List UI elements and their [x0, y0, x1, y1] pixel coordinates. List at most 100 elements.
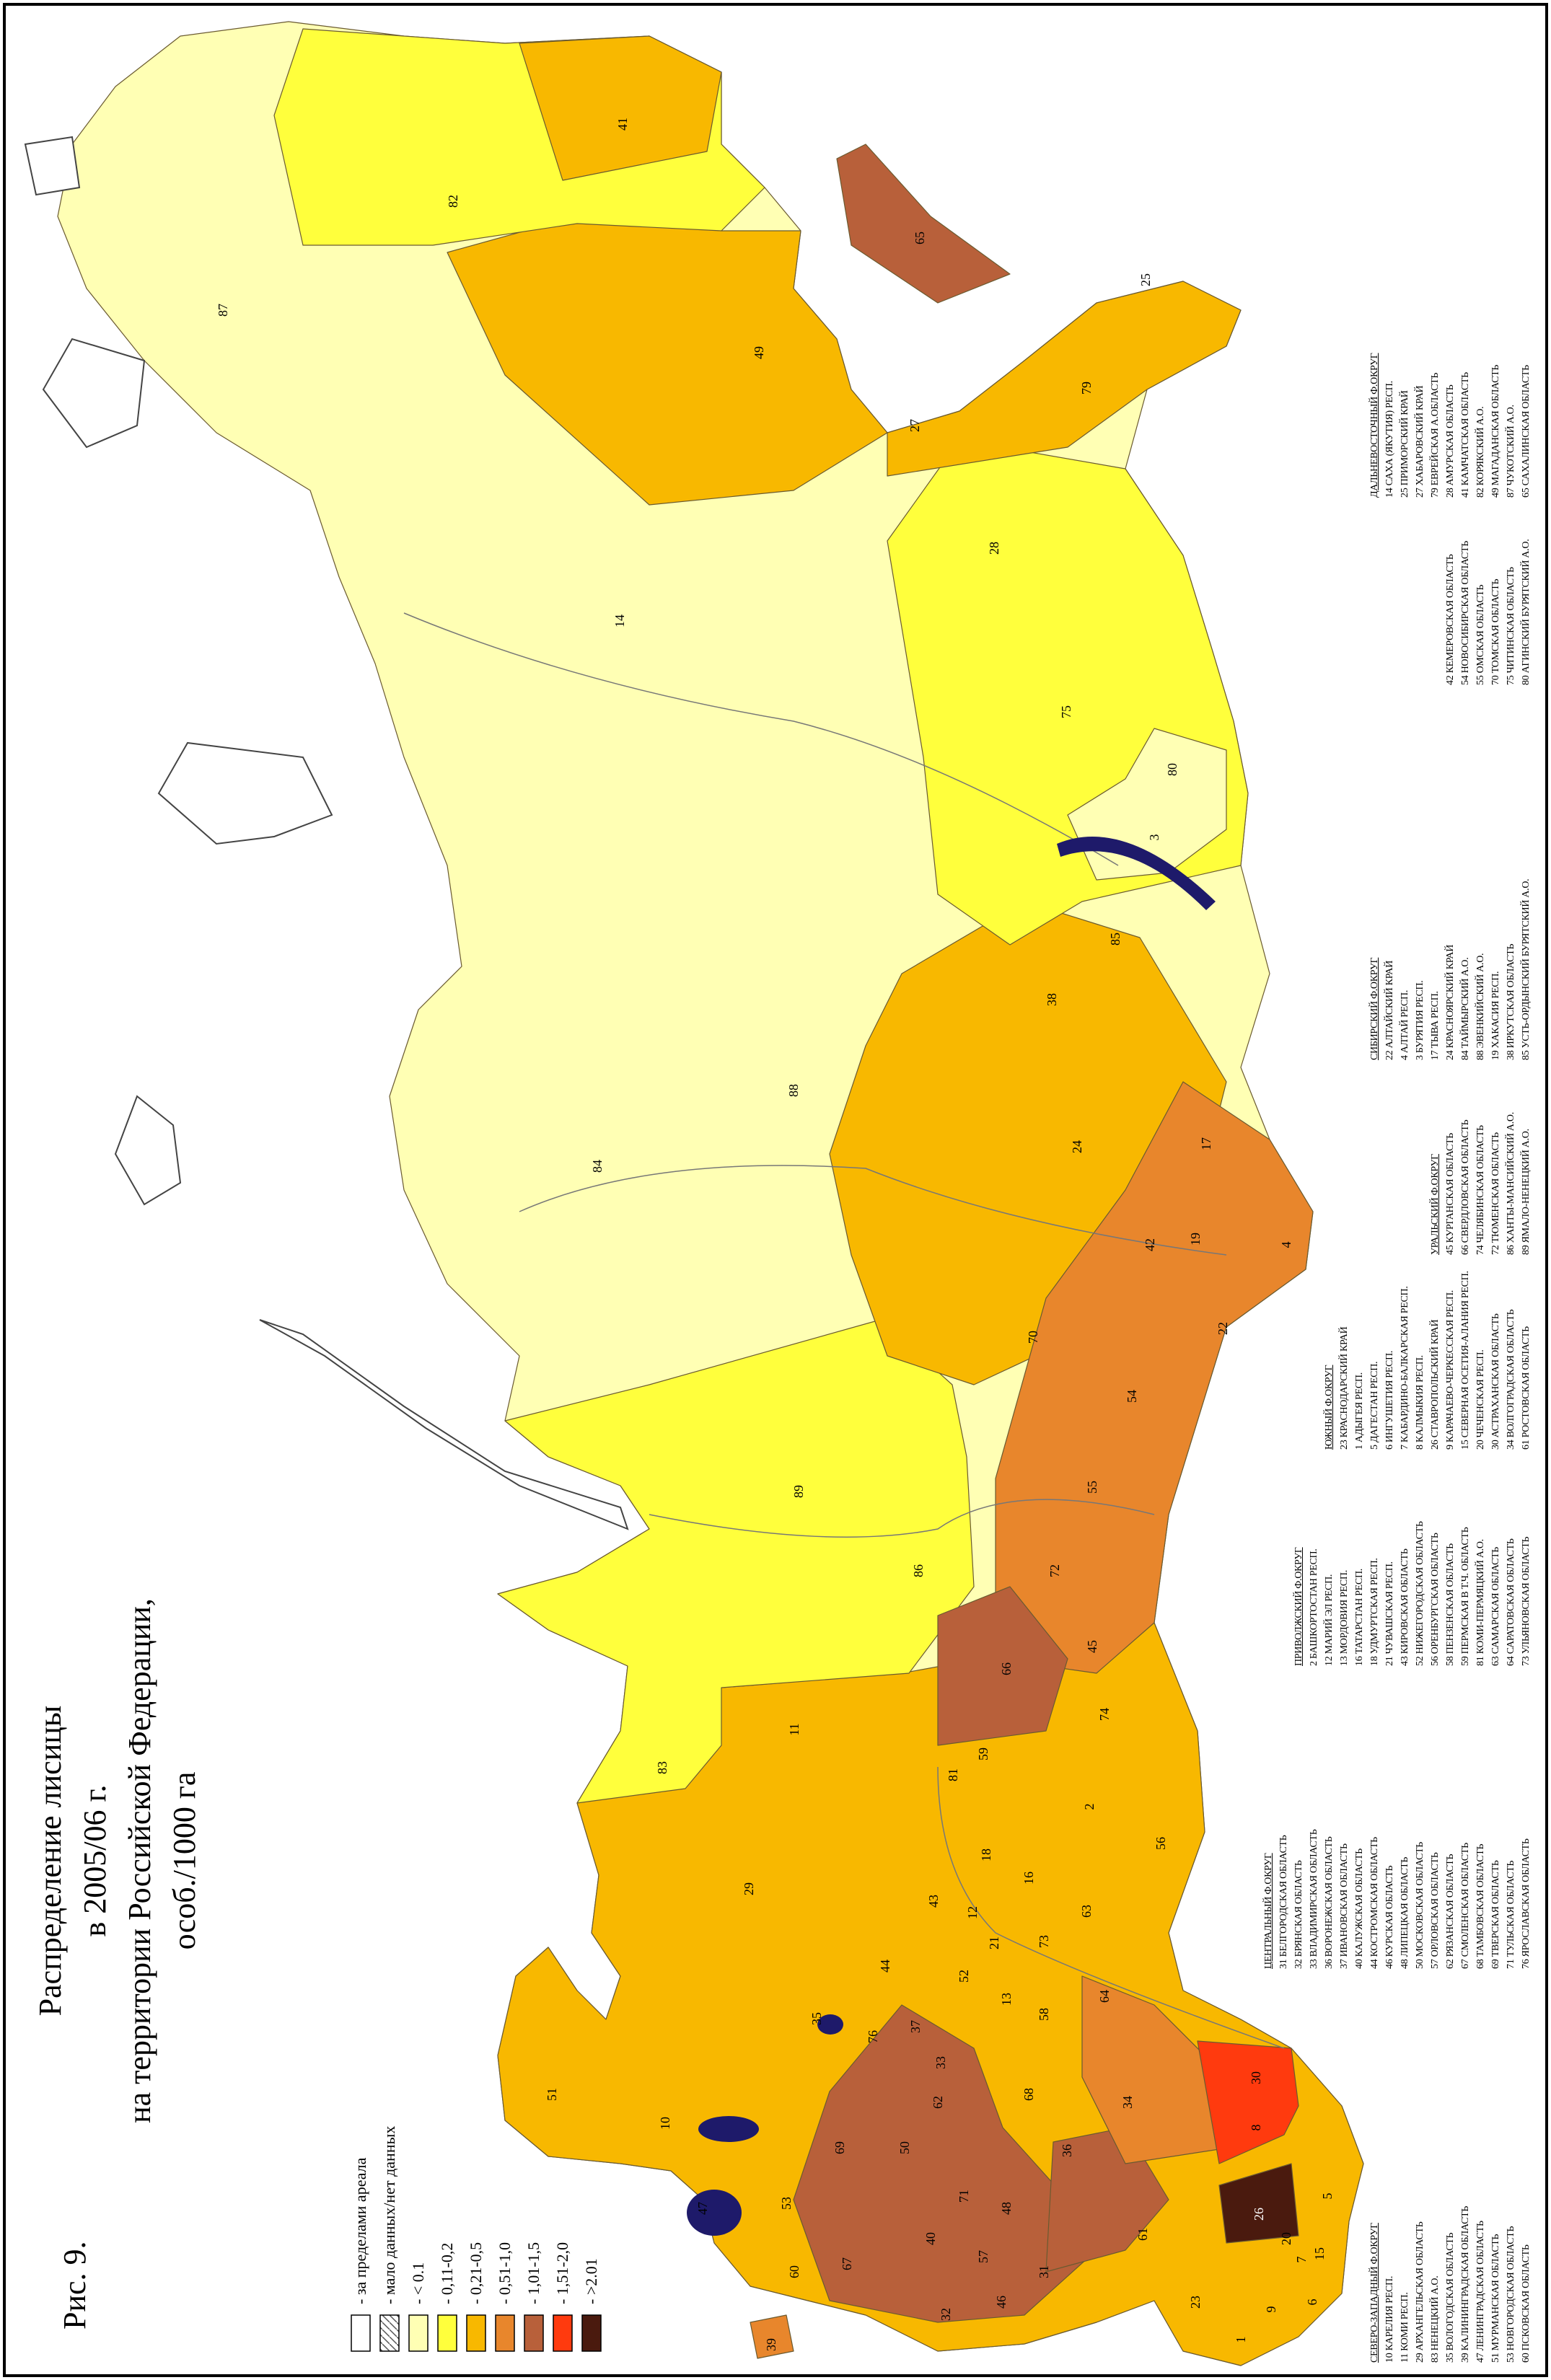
region-label: 24 — [1070, 1140, 1084, 1153]
region-label: 5 — [1320, 2193, 1335, 2200]
district-item: 72 ТЮМЕНСКАЯ ОБЛАСТЬ — [1490, 1132, 1501, 1255]
district-item: 24 КРАСНОЯРСКИЙ КРАЙ — [1445, 944, 1456, 1060]
district-item: 84 ТАЙМЫРСКИЙ А.О. — [1460, 957, 1471, 1060]
legend-swatch — [437, 2314, 457, 2352]
region-label: 18 — [979, 1848, 993, 1861]
region-label: 25 — [1138, 273, 1153, 286]
district-title: СИБИРСКИЙ Ф.ОКРУГ — [1369, 957, 1380, 1060]
district-item: 83 НЕНЕЦКИЙ А.О. — [1430, 2275, 1441, 2363]
title-line: особ./1000 га — [167, 1772, 202, 1950]
region-label: 40 — [923, 2232, 938, 2245]
region-label: 8 — [1249, 2125, 1263, 2131]
region-label: 6 — [1305, 2299, 1319, 2306]
region-label: 83 — [655, 1761, 669, 1774]
legend-swatch — [524, 2314, 544, 2352]
district-columns: 45 КУРГАНСКАЯ ОБЛАСТЬ 66 СВЕРДЛОВСКАЯ ОБЛ… — [1443, 1060, 1534, 1255]
district-item: 73 УЛЬЯНОВСКАЯ ОБЛАСТЬ — [1521, 1536, 1532, 1666]
region-label: 89 — [791, 1485, 806, 1498]
district-item: 33 ВЛАДИМИРСКАЯ ОБЛАСТЬ — [1309, 1829, 1319, 1969]
legend-swatch — [379, 2314, 400, 2352]
region-label: 45 — [1085, 1640, 1099, 1653]
region-label: 60 — [787, 2265, 801, 2278]
region-label: 34 — [1120, 2096, 1135, 2109]
legend-swatch — [466, 2314, 486, 2352]
district-item: 29 АРХАНГЕЛЬСКАЯ ОБЛАСТЬ — [1415, 2221, 1425, 2363]
district-item: 45 КУРГАНСКАЯ ОБЛАСТЬ — [1445, 1132, 1456, 1255]
district-columns: 22 АЛТАЙСКИЙ КРАЙ 4 АЛТАЙ РЕСП. 3 БУРЯТИЯ … — [1382, 519, 1534, 1060]
district-item: 4 АЛТАЙ РЕСП. — [1400, 990, 1410, 1060]
district-title: ДАЛЬНЕВОСТОЧНЫЙ Ф.ОКРУГ — [1369, 353, 1380, 498]
region-label: 36 — [1060, 2144, 1074, 2157]
region-label: 47 — [695, 2202, 710, 2215]
region-label: 70 — [1026, 1331, 1040, 1344]
district-block: СИБИРСКИЙ Ф.ОКРУГ 22 АЛТАЙСКИЙ КРАЙ 4 АЛТА… — [1367, 519, 1534, 1060]
legend-label: - 0,21-0,5 — [467, 2242, 485, 2304]
lake — [817, 2014, 843, 2035]
district-item: 11 КОМИ РЕСП. — [1400, 2292, 1410, 2363]
district-item: 46 КУРСКАЯ ОБЛАСТЬ — [1384, 1865, 1395, 1969]
district-block: ДАЛЬНЕВОСТОЧНЫЙ Ф.ОКРУГ 14 САХА (ЯКУТИЯ) … — [1367, 224, 1534, 498]
district-column: 45 КУРГАНСКАЯ ОБЛАСТЬ 66 СВЕРДЛОВСКАЯ ОБЛ… — [1443, 1060, 1534, 1255]
district-item: 14 САХА (ЯКУТИЯ) РЕСП. — [1384, 381, 1395, 498]
region-label: 2 — [1082, 1804, 1097, 1810]
region-label: 59 — [976, 1747, 990, 1760]
district-item: 21 ЧУВАШСКАЯ РЕСП. — [1384, 1561, 1395, 1666]
region-label: 71 — [957, 2190, 971, 2203]
district-item: 34 ВОЛГОГРАДСКАЯ ОБЛАСТЬ — [1506, 1309, 1516, 1450]
region-label: 41 — [615, 118, 630, 131]
district-item: 52 НИЖЕГОРОДСКАЯ ОБЛАСТЬ — [1415, 1521, 1425, 1666]
district-item: 12 МАРИЙ ЭЛ РЕСП. — [1324, 1574, 1335, 1666]
district-title: ПРИВОЛЖСКИЙ Ф.ОКРУГ — [1293, 1547, 1304, 1666]
district-item: 74 ЧЕЛЯБИНСКАЯ ОБЛАСТЬ — [1475, 1125, 1486, 1255]
district-item: 50 МОСКОВСКАЯ ОБЛАСТЬ — [1415, 1842, 1425, 1969]
region-label: 54 — [1125, 1390, 1139, 1403]
district-item: 48 ЛИПЕЦКАЯ ОБЛАСТЬ — [1400, 1856, 1410, 1969]
title-line: Распределение лисицы — [32, 1706, 68, 2017]
legend-label: - 0,51-1,0 — [496, 2242, 514, 2304]
district-item: 79 ЕВРЕЙСКАЯ А.ОБЛАСТЬ — [1430, 372, 1441, 498]
lake — [1057, 837, 1216, 910]
district-item: 39 КАЛИНИНГРАДСКАЯ ОБЛАСТЬ — [1460, 2205, 1471, 2363]
district-item: 16 ТАТАРСТАН РЕСП. — [1354, 1569, 1365, 1666]
district-item: 38 ИРКУТСКАЯ ОБЛАСТЬ — [1506, 943, 1516, 1060]
island — [259, 1319, 629, 1530]
district-item: 57 ОРЛОВСКАЯ ОБЛАСТЬ — [1430, 1852, 1441, 1969]
region-label: 15 — [1312, 2247, 1327, 2260]
district-column: 22 АЛТАЙСКИЙ КРАЙ 4 АЛТАЙ РЕСП. 3 БУРЯТИЯ … — [1382, 685, 1534, 1060]
district-item: 40 КАЛУЖСКАЯ ОБЛАСТЬ — [1354, 1848, 1365, 1969]
district-item: 53 НОВГОРОДСКАЯ ОБЛАСТЬ — [1506, 2226, 1516, 2363]
district-item: 65 САХАЛИНСКАЯ ОБЛАСТЬ — [1521, 365, 1532, 498]
zone — [887, 281, 1242, 477]
region-label: 86 — [911, 1564, 926, 1577]
district-item: 7 КАБАРДИНО-БАЛКАРСКАЯ РЕСП. — [1400, 1286, 1410, 1450]
district-item: 81 КОМИ-ПЕРМЯЦКИЙ А.О. — [1475, 1539, 1486, 1666]
district-block: ПРИВОЛЖСКИЙ Ф.ОКРУГ 2 БАШКОРТОСТАН РЕСП. 1… — [1291, 1450, 1534, 1666]
region-label: 48 — [999, 2202, 1014, 2215]
region-label: 81 — [946, 1768, 960, 1781]
district-item: 69 ТВЕРСКАЯ ОБЛАСТЬ — [1490, 1860, 1501, 1969]
district-item: 8 КАЛМЫКИЯ РЕСП. — [1415, 1355, 1425, 1450]
region-label: 42 — [1143, 1238, 1157, 1251]
district-item: 36 ВОРОНЕЖСКАЯ ОБЛАСТЬ — [1324, 1836, 1335, 1969]
district-item: 82 КОРЯКСКИЙ А.О. — [1475, 406, 1486, 498]
district-item: 2 БАШКОРТОСТАН РЕСП. — [1309, 1548, 1319, 1667]
region-label: 68 — [1021, 2088, 1036, 2101]
region-label: 11 — [787, 1723, 801, 1735]
region-label: 43 — [926, 1895, 941, 1908]
region-label: 16 — [1021, 1872, 1036, 1885]
region-label: 32 — [939, 2308, 953, 2321]
zone — [750, 2314, 794, 2359]
legend-swatch — [581, 2314, 602, 2352]
region-label: 53 — [779, 2197, 794, 2210]
district-item: 49 МАГАДАНСКАЯ ОБЛАСТЬ — [1490, 364, 1501, 498]
region-label: 37 — [908, 2020, 923, 2033]
zone — [836, 144, 1011, 304]
island — [114, 1095, 182, 1206]
district-item: 27 ХАБАРОВСКИЙ КРАЙ — [1415, 385, 1425, 498]
river — [519, 1165, 1227, 1256]
district-item: 67 СМОЛЕНСКАЯ ОБЛАСТЬ — [1460, 1843, 1471, 1969]
district-item: 44 КОСТРОМСКАЯ ОБЛАСТЬ — [1369, 1837, 1380, 1969]
region-label: 61 — [1135, 2228, 1150, 2241]
title-line: в 2005/06 г. — [77, 1784, 113, 1936]
district-item: 15 СЕВЕРНАЯ ОСЕТИЯ-АЛАНИЯ РЕСП. — [1460, 1271, 1471, 1450]
